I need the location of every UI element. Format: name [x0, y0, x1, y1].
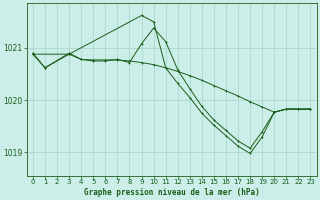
X-axis label: Graphe pression niveau de la mer (hPa): Graphe pression niveau de la mer (hPa): [84, 188, 260, 197]
